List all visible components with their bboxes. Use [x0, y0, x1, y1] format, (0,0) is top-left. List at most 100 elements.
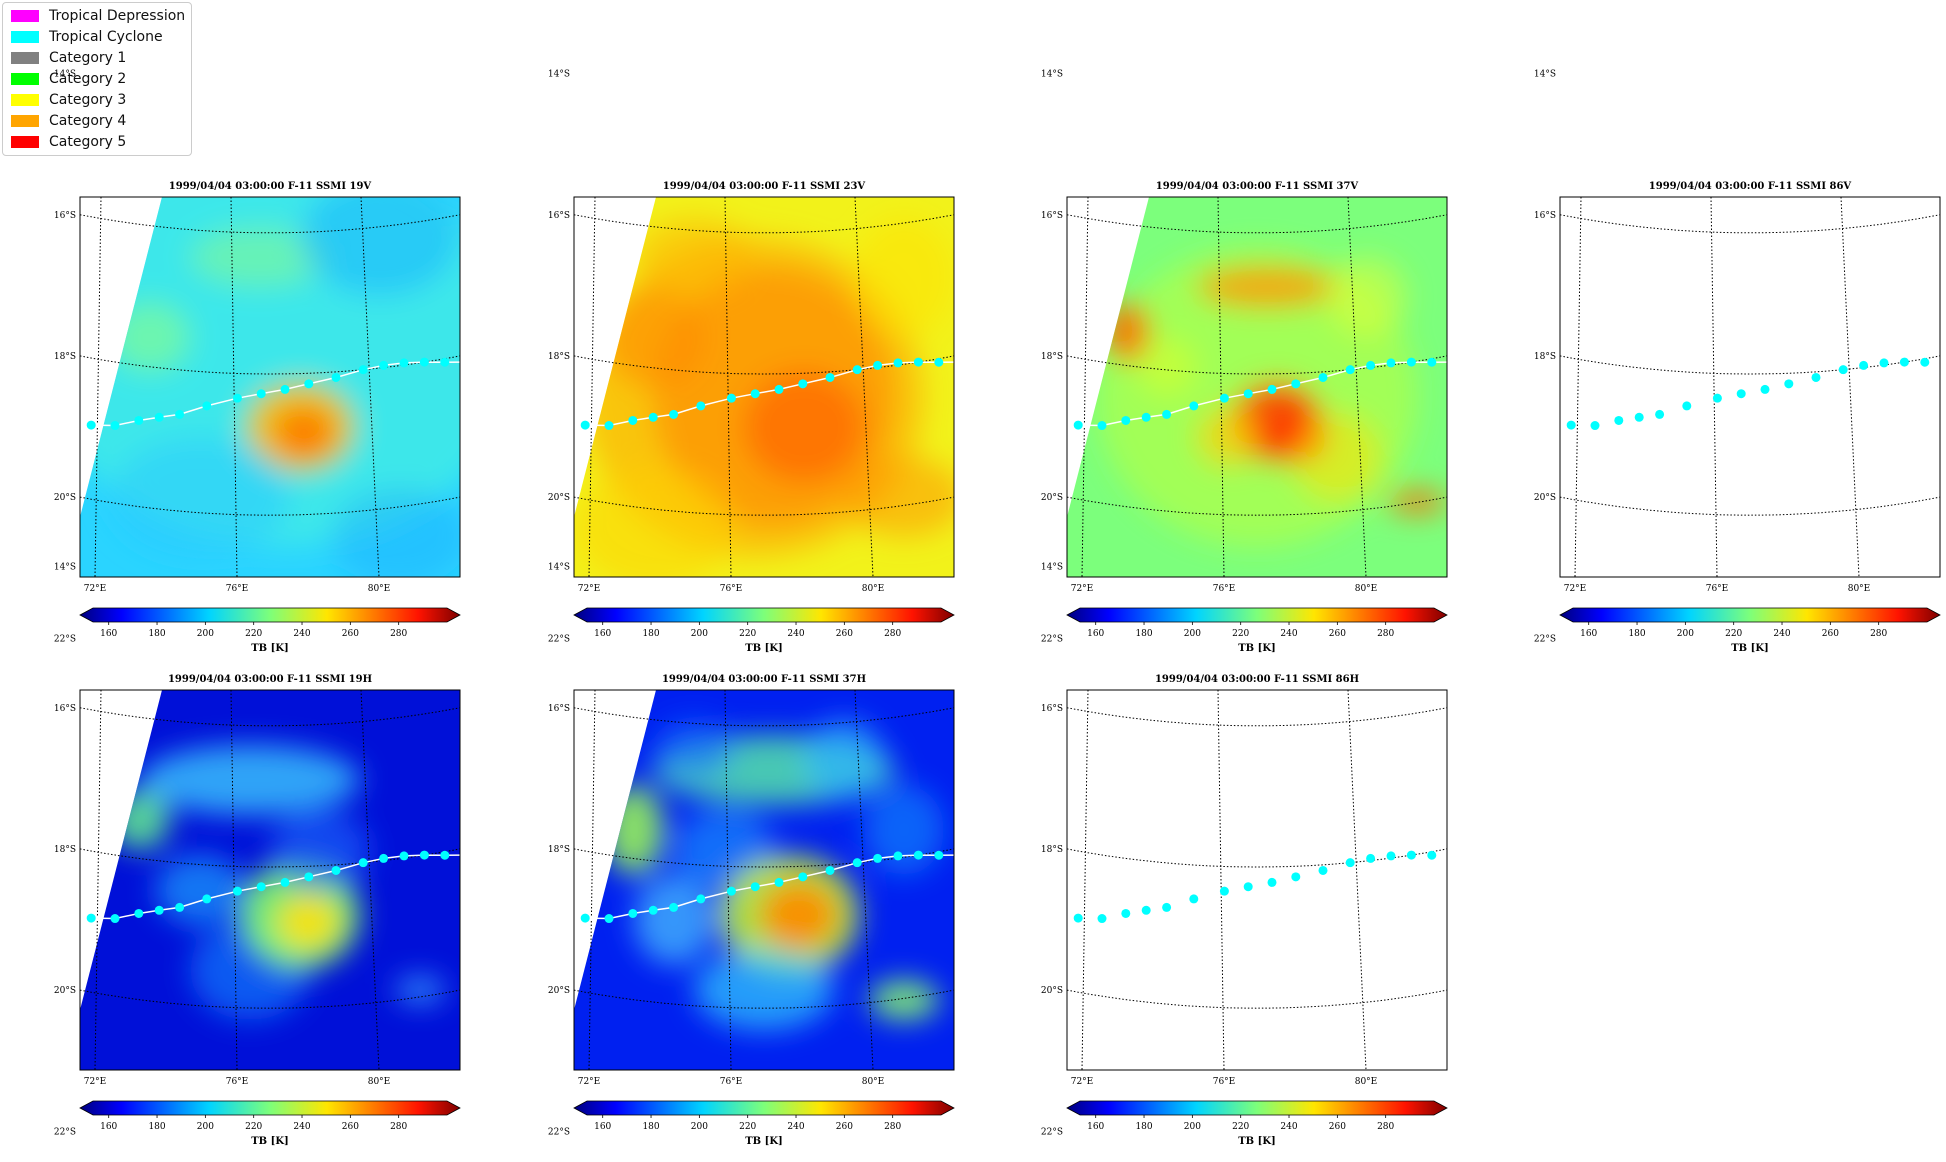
- legend-item-category-1: Category 1: [11, 49, 126, 67]
- track-point-cyclone: [774, 877, 784, 887]
- lat-tick-label: 18°S: [548, 352, 570, 362]
- track-point-cyclone: [419, 850, 429, 860]
- track-point-cyclone: [1406, 850, 1416, 860]
- lon-gridline: [588, 197, 596, 577]
- track-point-cyclone: [304, 379, 314, 389]
- lat-gridline: [1067, 567, 1447, 585]
- legend-swatch: [11, 73, 39, 85]
- track-point-cyclone: [893, 851, 903, 861]
- legend-label: Tropical Depression: [49, 8, 186, 24]
- track-point-cyclone: [461, 358, 470, 367]
- storm-track: [1053, 850, 1437, 926]
- lat-tick-label: 14°S: [1041, 563, 1063, 573]
- tb-field: [574, 197, 954, 577]
- lat-gridline: [1067, 848, 1447, 868]
- lon-tick-label: 76°E: [720, 584, 743, 594]
- track-point-depression: [1546, 424, 1555, 433]
- lat-gridline: [574, 496, 954, 516]
- track-point-depression: [1053, 917, 1062, 926]
- track-point-cyclone: [1073, 420, 1083, 430]
- track-point-cyclone: [1448, 358, 1457, 367]
- lat-gridline: [574, 567, 954, 585]
- legend-item-tropical-depression: Tropical Depression: [11, 7, 185, 25]
- lon-gridline: [1217, 197, 1225, 577]
- map-panel: 1999/04/04 03:00:00 F-11 SSMI 19V 14°S 16°…: [54, 70, 470, 654]
- tb-blob: [1097, 247, 1417, 547]
- lat-gridline: [1067, 707, 1447, 727]
- tb-blob: [395, 976, 445, 1004]
- legend-label: Category 3: [49, 92, 127, 108]
- lon-tick-label: 72°E: [1071, 1077, 1094, 1087]
- lat-gridline: [1560, 214, 1940, 234]
- legend-label: Category 1: [49, 50, 127, 66]
- track-point-cyclone: [1386, 851, 1396, 861]
- lat-gridline: [574, 74, 954, 92]
- track-point-cyclone: [726, 886, 736, 896]
- tb-blob: [604, 287, 704, 387]
- colorbar-bar: [1066, 1100, 1448, 1116]
- colorbar-tick-label: 180: [148, 1122, 165, 1132]
- track-point-cyclone: [134, 908, 144, 918]
- lat-tick-label: 16°S: [548, 211, 570, 221]
- lat-gridline: [80, 989, 460, 1009]
- track-point-cyclone: [893, 358, 903, 368]
- lat-tick-label: 22°S: [1041, 634, 1063, 644]
- lat-tick-label: 20°S: [1534, 493, 1556, 503]
- track-point-depression: [66, 424, 75, 433]
- lat-gridline: [1067, 989, 1447, 1009]
- track-point-cyclone: [1811, 372, 1821, 382]
- track-point-cyclone: [379, 853, 389, 863]
- track-point-cyclone: [648, 905, 658, 915]
- colorbar-tick-label: 240: [293, 1122, 310, 1132]
- colorbar-label: TB [K]: [1238, 643, 1276, 654]
- colorbar-tick-label: 240: [293, 629, 310, 639]
- track-point-cyclone: [696, 401, 706, 411]
- tb-blob: [1327, 257, 1407, 337]
- track-point-cyclone: [1406, 357, 1416, 367]
- panel-frame: [79, 689, 461, 1071]
- track-line: [585, 854, 954, 920]
- track-point-cyclone: [913, 357, 923, 367]
- legend-swatch: [11, 115, 39, 127]
- lat-tick-label: 16°S: [1041, 211, 1063, 221]
- track-point-cyclone: [232, 886, 242, 896]
- tb-blob: [270, 810, 370, 890]
- tb-blob: [245, 382, 355, 472]
- track-point-cyclone: [1141, 905, 1151, 915]
- tb-blob: [1267, 412, 1327, 462]
- lat-tick-label: 18°S: [1534, 352, 1556, 362]
- map-panel: 1999/04/04 03:00:00 F-11 SSMI 19H 14°S 16°…: [54, 563, 461, 1149]
- colorbar-bar: [573, 607, 955, 623]
- panel-frame: [1559, 196, 1941, 578]
- colorbar-tick-label: 180: [1135, 629, 1152, 639]
- track-point-cyclone: [1219, 886, 1229, 896]
- track-point-depression: [560, 424, 569, 433]
- tb-blob: [844, 457, 954, 537]
- lat-gridline: [80, 1131, 460, 1149]
- track-point-cyclone: [669, 902, 679, 912]
- colorbar-label: TB [K]: [251, 1136, 289, 1147]
- track-point-cyclone: [825, 865, 835, 875]
- lon-tick-label: 80°E: [368, 584, 391, 594]
- lat-tick-label: 16°S: [1041, 704, 1063, 714]
- legend-label: Category 2: [49, 71, 127, 87]
- lat-tick-label: 20°S: [548, 986, 570, 996]
- track-point-cyclone: [1189, 401, 1199, 411]
- tb-blob: [300, 197, 460, 297]
- track-point-cyclone: [440, 850, 450, 860]
- colorbar-tick-label: 220: [1725, 629, 1742, 639]
- colorbar-tick-label: 280: [884, 1122, 901, 1132]
- legend-swatch: [11, 31, 39, 43]
- colorbar-tick-label: 180: [148, 629, 165, 639]
- lat-tick-label: 18°S: [54, 845, 76, 855]
- track-point-cyclone: [798, 872, 808, 882]
- track-point-cyclone: [1838, 365, 1848, 375]
- storm-track: [1073, 357, 1457, 431]
- panel-title: 1999/04/04 03:00:00 F-11 SSMI 86H: [1155, 674, 1359, 685]
- colorbar-tick-label: 160: [1087, 629, 1104, 639]
- track-point-cyclone: [256, 882, 266, 892]
- track-point-cyclone: [358, 365, 368, 375]
- legend-item-category-2: Category 2: [11, 70, 126, 88]
- track-point-cyclone: [331, 372, 341, 382]
- colorbar: 160 180 200 220 240 260 280 TB [K]: [1066, 1100, 1448, 1147]
